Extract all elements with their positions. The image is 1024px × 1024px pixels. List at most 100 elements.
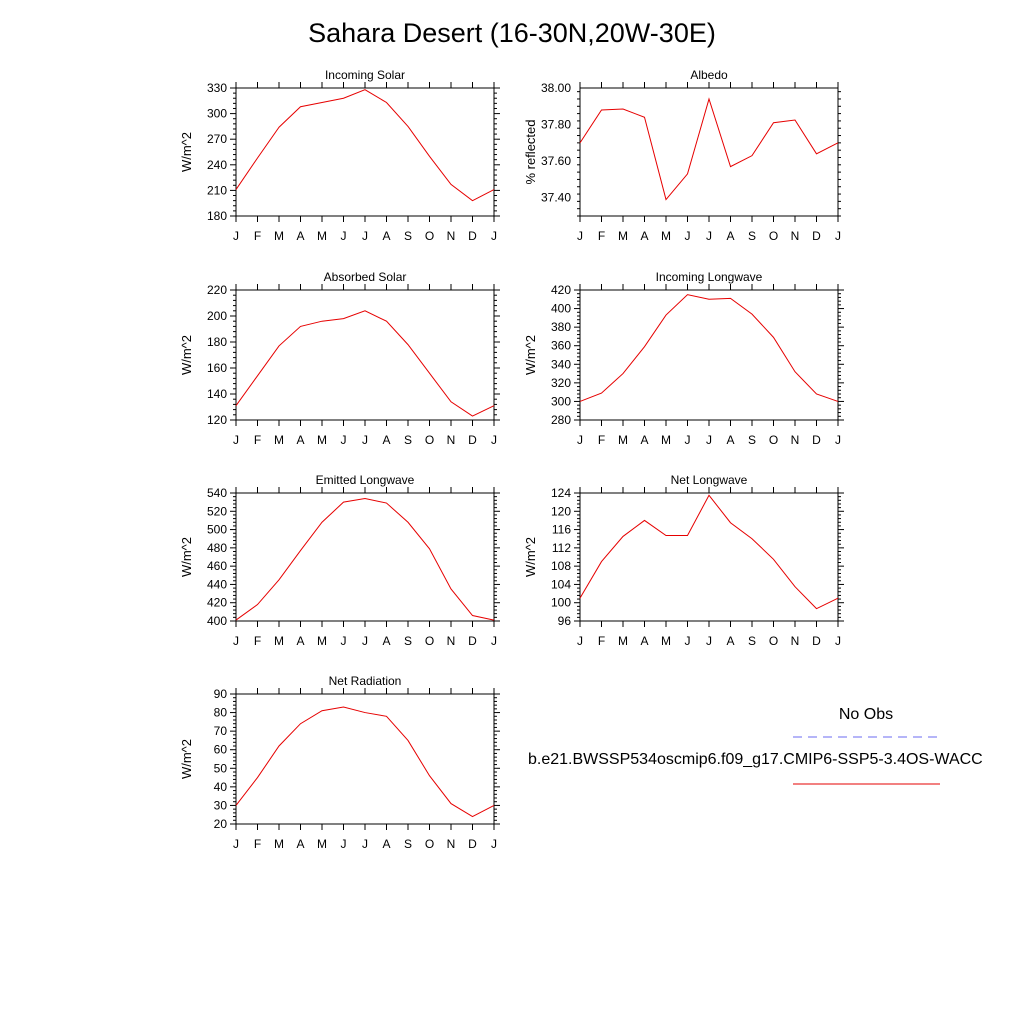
incoming-solar-xtick-label: A	[382, 229, 390, 243]
net-longwave-xtick-label: D	[812, 634, 821, 648]
absorbed-solar-xtick-label: S	[404, 433, 412, 447]
incoming-longwave-xtick-label: J	[685, 433, 691, 447]
incoming-solar-ytick-label: 210	[207, 183, 227, 197]
albedo-xtick-label: O	[769, 229, 778, 243]
incoming-longwave-ytick-label: 420	[551, 283, 571, 297]
incoming-longwave-ytick-label: 320	[551, 376, 571, 390]
emitted-longwave-xtick-label: J	[233, 634, 239, 648]
net-radiation-xtick-label: J	[341, 837, 347, 851]
net-radiation-xtick-label: M	[317, 837, 327, 851]
net-radiation-ytick-label: 50	[214, 761, 228, 775]
absorbed-solar-xtick-label: J	[491, 433, 497, 447]
net-longwave-ytick-label: 124	[551, 486, 571, 500]
albedo-xtick-label: M	[618, 229, 628, 243]
incoming-longwave-xtick-label: M	[661, 433, 671, 447]
incoming-longwave-xtick-label: N	[791, 433, 800, 447]
emitted-longwave-title: Emitted Longwave	[316, 473, 415, 487]
net-radiation-ylabel: W/m^2	[179, 739, 194, 779]
incoming-solar-ytick-label: 330	[207, 81, 227, 95]
emitted-longwave-ytick-label: 500	[207, 523, 227, 537]
albedo-frame	[579, 87, 839, 217]
emitted-longwave-ytick-label: 520	[207, 504, 227, 518]
emitted-longwave-ylabel: W/m^2	[179, 537, 194, 577]
net-radiation-xtick-label: D	[468, 837, 477, 851]
emitted-longwave-xtick-label: J	[362, 634, 368, 648]
net-radiation-ytick-label: 40	[214, 780, 228, 794]
incoming-longwave-xtick-label: J	[577, 433, 583, 447]
absorbed-solar-xtick-label: A	[382, 433, 390, 447]
albedo-xtick-label: J	[577, 229, 583, 243]
incoming-longwave-xtick-label: A	[726, 433, 734, 447]
incoming-solar-ytick-label: 240	[207, 158, 227, 172]
emitted-longwave-frame	[235, 492, 495, 622]
incoming-solar-xtick-label: J	[491, 229, 497, 243]
net-longwave-xtick-label: S	[748, 634, 756, 648]
albedo-ytick-label: 37.60	[541, 154, 571, 168]
incoming-solar-xtick-label: A	[296, 229, 304, 243]
emitted-longwave-xtick-label: J	[341, 634, 347, 648]
net-radiation-xtick-label: O	[425, 837, 434, 851]
emitted-longwave-panel: Emitted Longwave W/m^2 400 420 440 460 480 500 5…	[179, 473, 500, 648]
incoming-longwave-xtick-label: J	[706, 433, 712, 447]
incoming-longwave-ytick-label: 280	[551, 413, 571, 427]
net-longwave-ytick-label: 100	[551, 596, 571, 610]
albedo-xtick-label: F	[598, 229, 605, 243]
incoming-longwave-panel: Incoming Longwave W/m^2 280 300 320 340 360 380…	[523, 270, 844, 447]
incoming-solar-xtick-label: J	[362, 229, 368, 243]
net-longwave-frame	[579, 492, 839, 622]
albedo-xtick-label: S	[748, 229, 756, 243]
incoming-solar-xtick-label: F	[254, 229, 261, 243]
absorbed-solar-ytick-label: 220	[207, 283, 227, 297]
emitted-longwave-xtick-label: D	[468, 634, 477, 648]
net-radiation-frame	[235, 693, 495, 825]
incoming-solar-xtick-label: M	[274, 229, 284, 243]
albedo-title: Albedo	[690, 68, 728, 82]
albedo-ylabel: % reflected	[523, 119, 538, 184]
net-longwave-xtick-label: J	[835, 634, 841, 648]
emitted-longwave-ytick-label: 420	[207, 596, 227, 610]
net-longwave-ytick-label: 108	[551, 559, 571, 573]
net-longwave-xtick-label: M	[661, 634, 671, 648]
albedo-xtick-label: N	[791, 229, 800, 243]
incoming-solar-frame	[235, 87, 495, 217]
incoming-solar-ytick-label: 180	[207, 209, 227, 223]
absorbed-solar-ytick-label: 120	[207, 413, 227, 427]
legend-obs-label: No Obs	[838, 706, 894, 723]
net-radiation-xtick-label: J	[362, 837, 368, 851]
absorbed-solar-frame	[235, 289, 495, 421]
net-longwave-panel: Net Longwave W/m^2 96 100 104 108 112 116 120 124…	[523, 473, 844, 648]
absorbed-solar-xtick-label: J	[341, 433, 347, 447]
net-radiation-ytick-label: 80	[214, 706, 228, 720]
incoming-longwave-ytick-label: 360	[551, 339, 571, 353]
net-radiation-xtick-label: J	[491, 837, 497, 851]
absorbed-solar-xtick-label: M	[317, 433, 327, 447]
incoming-longwave-ytick-label: 340	[551, 357, 571, 371]
albedo-ytick-label: 37.40	[541, 191, 571, 205]
net-longwave-xtick-label: F	[598, 634, 605, 648]
incoming-longwave-xtick-label: J	[835, 433, 841, 447]
net-radiation-xtick-label: A	[382, 837, 390, 851]
incoming-longwave-xtick-label: A	[640, 433, 648, 447]
absorbed-solar-xtick-label: D	[468, 433, 477, 447]
emitted-longwave-xtick-label: S	[404, 634, 412, 648]
page-title: Sahara Desert (16-30N,20W-30E)	[308, 18, 716, 48]
absorbed-solar-ylabel: W/m^2	[179, 335, 194, 375]
albedo-xtick-label: A	[726, 229, 734, 243]
net-radiation-ytick-label: 70	[214, 724, 228, 738]
incoming-solar-title: Incoming Solar	[325, 68, 405, 82]
net-radiation-ytick-label: 90	[214, 687, 228, 701]
absorbed-solar-xtick-label: O	[425, 433, 434, 447]
emitted-longwave-ytick-label: 440	[207, 577, 227, 591]
emitted-longwave-xtick-label: M	[317, 634, 327, 648]
net-radiation-ytick-label: 60	[214, 743, 228, 757]
incoming-longwave-xtick-label: M	[618, 433, 628, 447]
net-longwave-xtick-label: N	[791, 634, 800, 648]
incoming-solar-xtick-label: S	[404, 229, 412, 243]
albedo-xtick-label: A	[640, 229, 648, 243]
incoming-solar-xtick-label: N	[447, 229, 456, 243]
albedo-series-line	[579, 97, 839, 201]
absorbed-solar-series-line	[235, 310, 495, 417]
legend-run-label: b.e21.BWSSP534oscmip6.f09_g17.CMIP6-SSP5…	[528, 751, 983, 768]
